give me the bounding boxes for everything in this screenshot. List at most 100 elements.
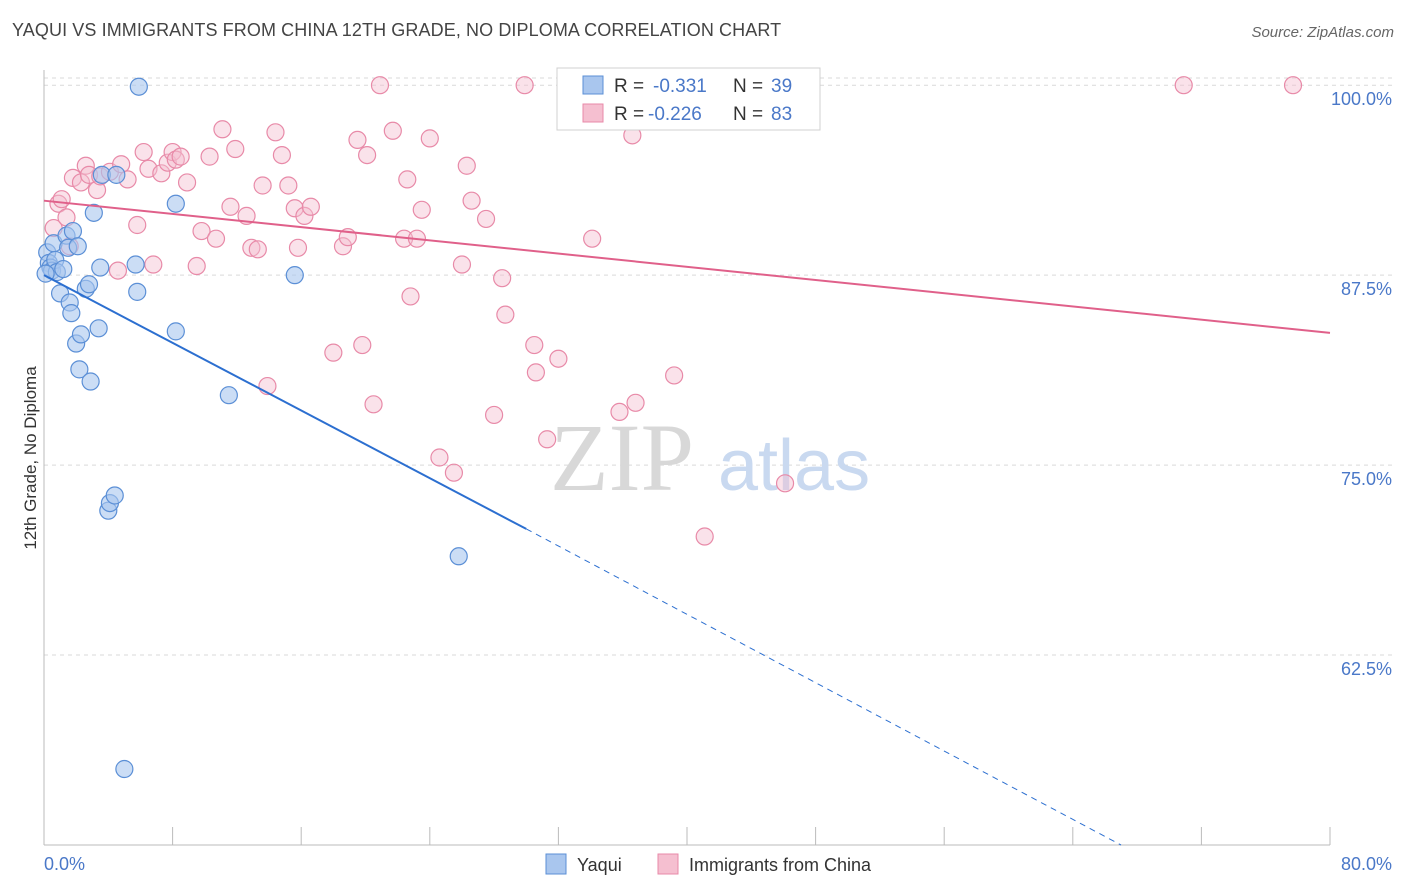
yaqui-point: [81, 372, 100, 391]
china-point: [549, 349, 568, 368]
china-point: [583, 229, 602, 248]
source-label: Source: ZipAtlas.com: [1251, 24, 1394, 41]
china-point: [665, 366, 684, 385]
y-axis-label: 12th Grade, No Diploma: [21, 366, 40, 550]
yaqui-point: [115, 759, 134, 779]
china-point: [324, 343, 343, 362]
yaqui-trend-line: [43, 274, 527, 530]
china-point: [144, 255, 163, 274]
y-tick-label: 100.0%: [1331, 89, 1392, 109]
china-point: [462, 191, 481, 210]
yaqui-point: [79, 275, 99, 294]
china-point: [187, 256, 206, 276]
china-point: [272, 145, 292, 165]
series-legend-yaqui-swatch: [545, 853, 567, 875]
x-axis-tick-labels: 0.0% 80.0%: [44, 854, 1392, 874]
china-point: [353, 335, 372, 355]
china-point: [266, 123, 285, 142]
yaqui-point: [285, 266, 304, 285]
china-point: [457, 156, 476, 175]
china-trend-line: [43, 199, 1331, 334]
y-axis-tick-labels: 62.5% 75.0% 87.5% 100.0%: [1331, 89, 1392, 679]
yaqui-point: [91, 258, 110, 277]
series-legend-china-swatch: [657, 853, 679, 875]
china-point: [253, 176, 272, 195]
yaqui-point: [128, 282, 147, 301]
china-point: [358, 145, 377, 165]
legend-china-n-label: N =: [733, 104, 763, 125]
china-point: [295, 206, 314, 225]
china-point: [515, 76, 534, 95]
yaqui-point: [71, 325, 91, 344]
legend-yaqui-r-label: R =: [614, 76, 644, 97]
legend-yaqui-swatch: [582, 75, 604, 95]
china-point: [610, 402, 629, 422]
yaqui-point: [70, 360, 89, 379]
y-tick-label: 62.5%: [1341, 659, 1392, 679]
china-point: [171, 147, 190, 166]
china-point: [192, 221, 211, 241]
china-point: [288, 238, 308, 257]
legend-yaqui-n-value: 39: [771, 76, 792, 97]
legend-china-n-value: 83: [771, 104, 792, 125]
china-point: [242, 238, 261, 257]
grid-lines: [44, 77, 1392, 656]
correlation-legend: R = -0.331 N = 39 R = -0.226 N = 83: [556, 67, 821, 131]
china-point: [496, 305, 515, 324]
china-point: [166, 150, 185, 169]
yaqui-point: [129, 77, 148, 96]
china-point: [206, 229, 226, 248]
china-point: [493, 269, 512, 288]
yaqui-point: [107, 165, 126, 184]
china-point: [526, 363, 545, 382]
china-point: [1174, 76, 1193, 95]
yaqui-point: [68, 237, 87, 256]
watermark: ZIP atlas: [550, 404, 870, 511]
yaqui-point: [219, 386, 238, 405]
china-point: [370, 76, 390, 95]
chart-title: YAQUI VS IMMIGRANTS FROM CHINA 12TH GRAD…: [12, 20, 782, 40]
china-point: [476, 209, 496, 229]
china-point: [52, 190, 71, 209]
legend-yaqui-r-value: -0.331: [653, 76, 707, 97]
x-tick-label-min: 0.0%: [44, 854, 85, 874]
china-point: [485, 405, 504, 425]
china-point: [213, 120, 232, 139]
china-point: [285, 199, 304, 218]
series-legend-yaqui-label: Yaqui: [577, 855, 622, 875]
china-point: [525, 335, 544, 355]
yaqui-point: [105, 486, 124, 505]
series-legend-china-label: Immigrants from China: [689, 855, 872, 875]
legend-china-r-label: R =: [614, 104, 644, 125]
x-tick-label-max: 80.0%: [1341, 854, 1392, 874]
china-point: [383, 121, 402, 140]
y-tick-label: 75.0%: [1341, 469, 1392, 489]
china-point: [348, 130, 367, 150]
yaqui-point: [449, 547, 468, 566]
series-legend: Yaqui Immigrants from China: [545, 853, 872, 875]
yaqui-point: [62, 304, 81, 323]
yaqui-point: [54, 259, 73, 279]
trend-lines: [43, 199, 1331, 846]
china-point: [452, 255, 472, 274]
yaqui-point: [84, 203, 103, 222]
y-tick-label: 87.5%: [1341, 279, 1392, 299]
yaqui-point: [89, 319, 108, 338]
legend-china-r-value: -0.226: [648, 104, 702, 125]
yaqui-trend-extension: [526, 528, 1122, 846]
china-point: [301, 197, 320, 216]
yaqui-point: [166, 194, 185, 213]
china-point: [134, 142, 153, 162]
china-point: [538, 430, 557, 449]
china-point: [200, 147, 219, 166]
china-point: [1283, 76, 1303, 95]
china-point: [279, 176, 298, 195]
china-point: [444, 463, 464, 482]
china-point: [364, 395, 383, 414]
china-point: [221, 197, 240, 216]
china-point: [177, 173, 197, 192]
legend-yaqui-n-label: N =: [733, 76, 763, 97]
china-point: [626, 393, 645, 412]
china-point: [401, 287, 420, 306]
